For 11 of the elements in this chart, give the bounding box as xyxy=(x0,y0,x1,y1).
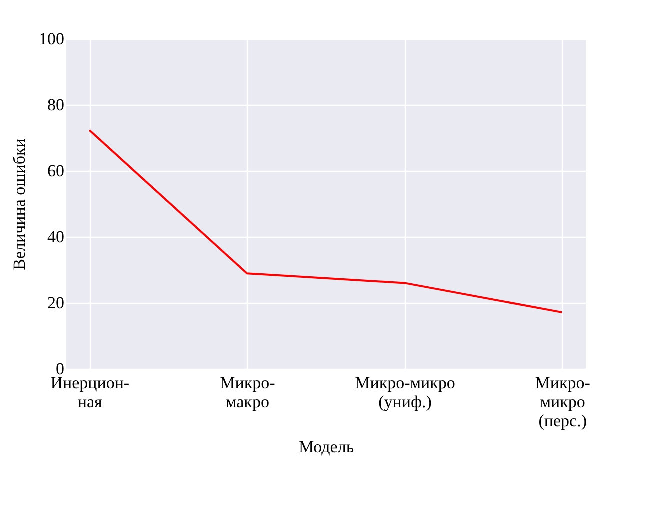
y-tick-label: 40 xyxy=(48,228,64,246)
y-tick-label: 60 xyxy=(48,162,64,180)
x-tick-label: Микро- макро xyxy=(220,374,276,412)
x-tick-label: Микро-микро (униф.) xyxy=(355,374,456,412)
x-axis-title: Модель xyxy=(298,438,354,456)
y-tick-label: 20 xyxy=(48,294,64,312)
line-series xyxy=(88,129,564,314)
y-axis-title: Величина ошибки xyxy=(10,138,29,270)
y-tick-label: 80 xyxy=(48,96,64,114)
y-tick-label: 100 xyxy=(39,30,64,48)
x-tick-label: Микро- микро (перс.) xyxy=(535,374,591,430)
